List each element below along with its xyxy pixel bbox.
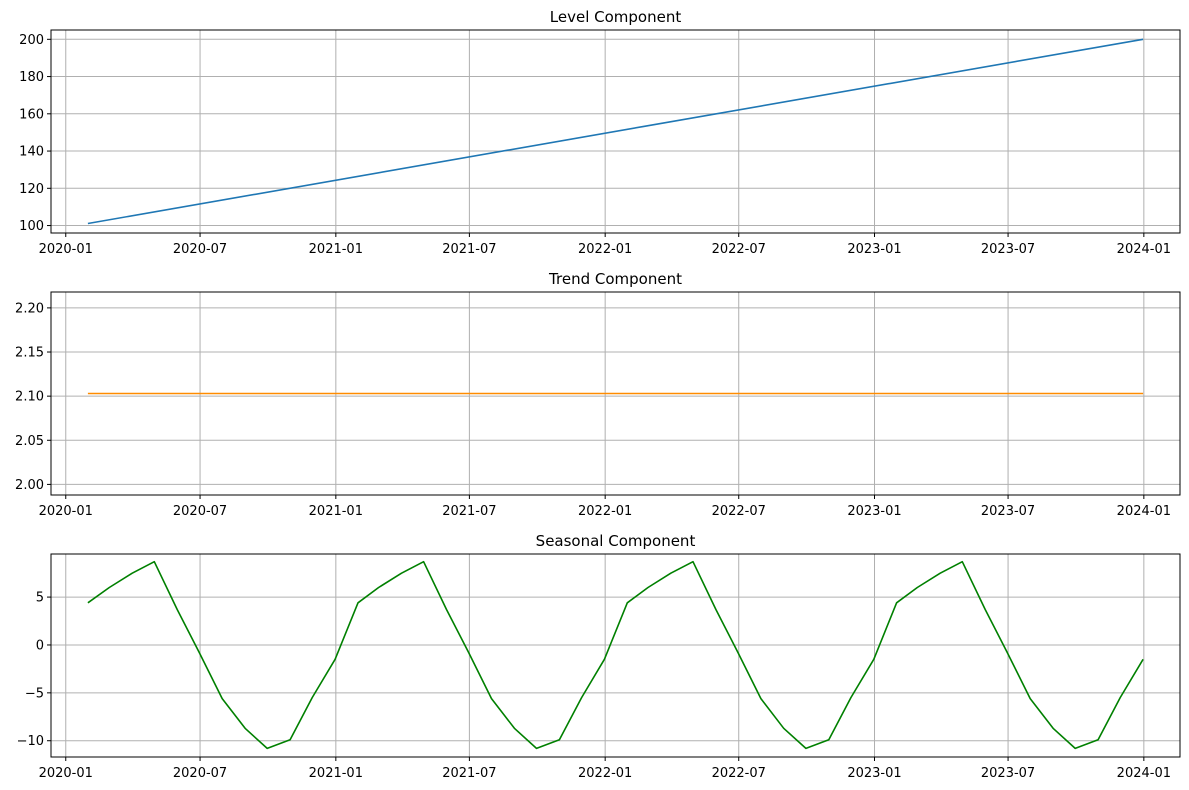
y-tick-label: 2.05 [15, 434, 44, 449]
x-tick-label: 2022-07 [712, 242, 766, 257]
x-tick-label: 2021-01 [309, 766, 363, 781]
x-tick-label: 2023-01 [847, 504, 901, 519]
x-tick-label: 2024-01 [1117, 242, 1171, 257]
x-tick-label: 2022-07 [712, 504, 766, 519]
subplot-title: Level Component [550, 8, 682, 26]
x-tick-label: 2023-07 [981, 242, 1035, 257]
x-tick-label: 2021-01 [309, 242, 363, 257]
y-tick-label: 200 [19, 33, 44, 48]
series-line [87, 38, 1144, 225]
subplot-3: Seasonal Component 2020-01 2020-07 2021-01 2… [17, 532, 1181, 781]
x-tick-label: 2021-01 [309, 504, 363, 519]
plot-frame [50, 291, 1181, 496]
y-tick-label: −5 [25, 686, 44, 701]
y-tick-label: 0 [36, 638, 44, 653]
x-tick-label: 2023-07 [981, 766, 1035, 781]
y-tick-label: 160 [19, 107, 44, 122]
y-tick-label: 2.10 [15, 390, 44, 405]
x-tick-label: 2024-01 [1117, 766, 1171, 781]
x-tick-label: 2020-01 [39, 504, 93, 519]
x-tick-label: 2023-01 [847, 242, 901, 257]
subplot-1: Level Component 2020-01 2020-07 2021-01 2021… [19, 8, 1181, 257]
subplot-2: Trend Component 2020-01 2020-07 2021-01 2021… [15, 270, 1181, 519]
x-tick-label: 2022-07 [712, 766, 766, 781]
plot-frame [50, 29, 1181, 234]
y-tick-label: 140 [19, 145, 44, 160]
x-tick-label: 2020-07 [173, 504, 227, 519]
x-tick-label: 2021-07 [442, 504, 496, 519]
x-tick-label: 2023-01 [847, 766, 901, 781]
y-tick-label: 2.00 [15, 478, 44, 493]
y-tick-label: 5 [36, 591, 44, 606]
y-tick-label: 2.15 [15, 346, 44, 361]
x-tick-label: 2023-07 [981, 504, 1035, 519]
x-tick-label: 2022-01 [578, 504, 632, 519]
subplot-title: Trend Component [548, 270, 682, 288]
x-tick-label: 2022-01 [578, 766, 632, 781]
subplot-title: Seasonal Component [536, 532, 696, 550]
series-line [87, 560, 1144, 750]
x-tick-label: 2021-07 [442, 242, 496, 257]
y-tick-label: −10 [17, 734, 44, 749]
y-tick-label: 2.20 [15, 301, 44, 316]
x-tick-label: 2020-01 [39, 242, 93, 257]
x-tick-label: 2020-07 [173, 242, 227, 257]
y-tick-label: 180 [19, 70, 44, 85]
x-tick-label: 2020-01 [39, 766, 93, 781]
y-tick-label: 100 [19, 219, 44, 234]
x-tick-label: 2020-07 [173, 766, 227, 781]
x-tick-label: 2024-01 [1117, 504, 1171, 519]
x-tick-label: 2022-01 [578, 242, 632, 257]
y-tick-label: 120 [19, 182, 44, 197]
x-tick-label: 2021-07 [442, 766, 496, 781]
plot-frame [50, 553, 1181, 758]
